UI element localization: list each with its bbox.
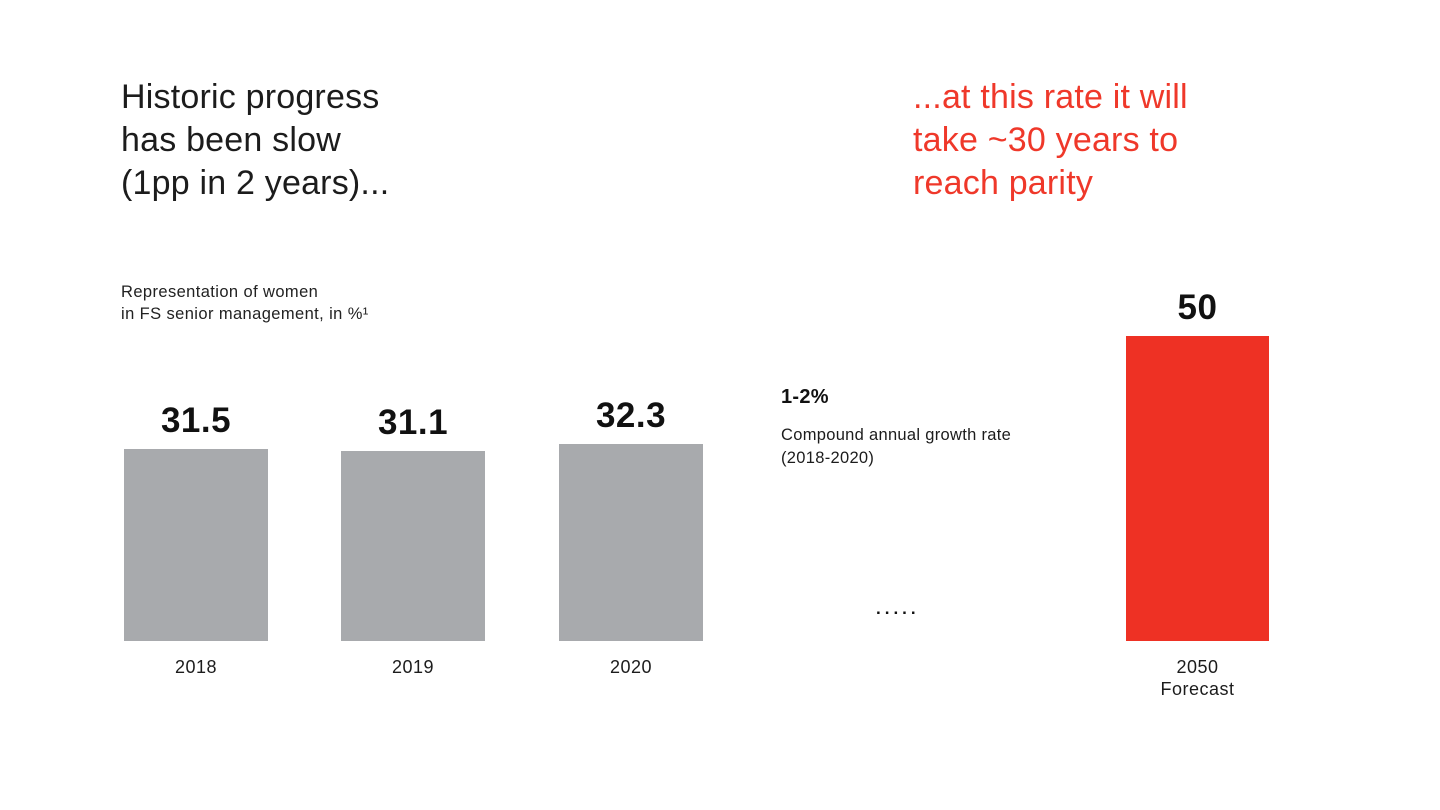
growth-rate-label: Compound annual growth rate (2018-2020) xyxy=(781,426,1012,467)
bar-category-label: 2018 xyxy=(174,657,218,677)
heading-left: Historic progress has been slow (1pp in … xyxy=(121,78,390,202)
bar-value-label: 31.1 xyxy=(377,403,449,442)
bar-category-label: 2019 xyxy=(391,657,435,677)
bar-2018 xyxy=(124,449,268,641)
bar-2019 xyxy=(341,451,485,641)
bar-group-2019: 31.1 2019 xyxy=(341,403,485,677)
bar-value-label: 50 xyxy=(1177,288,1218,327)
bar-2050-forecast xyxy=(1126,336,1269,641)
heading-right: ...at this rate it will take ~30 years t… xyxy=(913,78,1188,202)
bar-category-label: 2020 xyxy=(609,657,653,677)
bar-group-2050-forecast: 50 2050 Forecast xyxy=(1126,288,1269,699)
bar-value-label: 31.5 xyxy=(160,401,232,440)
bar-2020 xyxy=(559,444,703,641)
bar-value-label: 32.3 xyxy=(595,396,667,435)
growth-rate-annotation: 1-2% Compound annual growth rate (2018-2… xyxy=(781,386,1081,469)
ellipsis-dots: ..... xyxy=(876,599,920,618)
bar-category-label: 2050 Forecast xyxy=(1160,657,1235,699)
growth-rate-value: 1-2% xyxy=(781,386,829,408)
bar-group-2020: 32.3 2020 xyxy=(559,396,703,677)
bar-group-2018: 31.5 2018 xyxy=(124,401,268,677)
chart-title: Representation of women in FS senior man… xyxy=(121,283,369,323)
